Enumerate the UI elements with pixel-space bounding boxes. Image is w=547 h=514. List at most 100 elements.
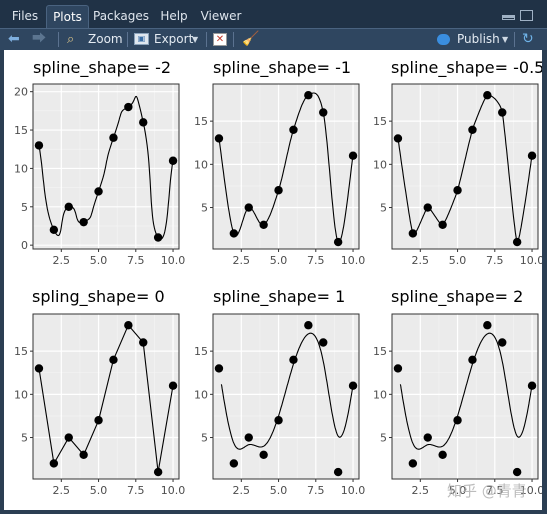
data-point [34,141,44,150]
facet-title: spling_shape= 0 [32,287,165,307]
toolbar-separator [58,32,59,47]
y-tick-label: 15 [14,124,28,137]
facet-panel-6: 2.5 5.0 7.5 10.0 5 10 15 spline_shape= 2 [373,287,544,497]
data-point [109,133,118,142]
data-point [453,186,462,195]
spline-line [218,92,354,244]
data-point [498,338,507,347]
x-tick-label: 7.5 [486,254,504,267]
x-tick-label: 5.0 [270,254,288,267]
data-point [289,355,298,364]
data-point [512,237,522,247]
dropdown-arrow-icon: ▼ [502,35,509,44]
data-point [319,338,328,347]
minimize-icon[interactable] [502,15,515,20]
panel-border [212,313,360,480]
back-arrow-icon[interactable]: ⬅ [8,31,20,47]
data-point [512,467,522,477]
y-tick-label: 5 [21,432,28,445]
panel-border [391,83,539,250]
spline-line [399,332,533,450]
facet-panel-4: 2.5 5.0 7.5 10.0 5 10 15 spling_shape= 0 [14,287,185,497]
y-tick-label: 10 [194,388,208,401]
tab-plots[interactable]: Plots [46,5,89,29]
x-tick-label: 7.5 [127,484,145,497]
toolbar-separator [127,32,128,47]
x-tick-label: 2.5 [233,484,251,497]
y-tick-label: 15 [373,345,387,358]
data-point [438,220,447,230]
panel-background [391,83,539,250]
tab-files[interactable]: Files [11,9,39,23]
plots-toolbar: ⬅ ⮕ ⌕ Zoom ▣ Export ▼ ✕ 🧹 Publish ▼ ↻ [0,28,547,50]
export-icon: ▣ [134,33,149,45]
x-tick-label: 5.0 [449,254,467,267]
spline-line [38,95,174,240]
x-tick-label: 5.0 [90,484,108,497]
data-point [453,416,462,425]
x-tick-label: 10.0 [341,484,366,497]
toolbar-separator [514,32,515,47]
data-point [393,364,403,373]
data-point [49,459,59,468]
y-tick-label: 0 [21,239,28,252]
data-point [274,186,283,195]
y-tick-label: 5 [380,202,387,215]
data-point [393,134,403,143]
data-point [244,433,253,442]
y-tick-label: 10 [373,388,387,401]
y-tick-label: 5 [201,202,208,215]
data-point [94,187,103,196]
y-tick-label: 5 [21,201,28,214]
remove-plot-icon[interactable]: ✕ [213,33,227,46]
data-point [49,225,59,235]
tab-viewer[interactable]: Viewer [200,9,242,23]
data-point [527,381,537,390]
publish-icon [437,34,450,45]
data-point [438,450,447,460]
data-point [333,237,343,247]
toolbar-separator [206,32,207,47]
data-point [259,450,268,460]
panel-background [212,313,360,480]
pane-tab-bar: Files Plots Packages Help Viewer [0,0,547,29]
x-tick-label: 7.5 [307,484,325,497]
facet-title: spline_shape= -0.5 [391,58,542,78]
forward-arrow-icon[interactable]: ⮕ [32,31,46,47]
data-point [139,338,148,347]
facet-title: spline_shape= 1 [213,287,345,307]
spline-line [397,94,533,243]
data-point [348,381,358,390]
refresh-icon[interactable]: ↻ [522,31,534,47]
data-point [64,433,73,442]
x-tick-label: 7.5 [307,254,325,267]
data-point [408,229,418,238]
data-point [229,459,239,468]
data-point [348,151,358,160]
data-point [153,467,163,477]
tab-packages[interactable]: Packages [93,9,149,23]
maximize-icon[interactable] [520,10,533,21]
data-point [483,321,492,330]
facet-panel-5: 2.5 5.0 7.5 10.0 5 10 15 spline_shape= 1 [194,287,365,497]
x-tick-label: 10.0 [520,254,542,267]
data-point [139,118,148,127]
broom-icon[interactable]: 🧹 [242,31,260,47]
x-tick-label: 5.0 [270,484,288,497]
data-point [304,91,313,100]
y-tick-label: 5 [201,432,208,445]
data-point [109,355,118,364]
data-point [423,433,432,442]
publish-label: Publish [457,32,500,46]
data-point [229,229,239,238]
y-tick-label: 15 [373,115,387,128]
data-point [498,108,507,117]
x-tick-label: 7.5 [486,484,504,497]
facet-panel-1: 2.5 5.0 7.5 10.0 0 5 10 15 20 spline_shape= -2 [14,58,185,267]
data-point [244,203,253,212]
x-tick-label: 2.5 [233,254,251,267]
tab-help[interactable]: Help [160,9,188,23]
facet-title: spline_shape= -2 [33,58,171,78]
zoom-label: Zoom [88,32,123,46]
data-point [304,321,313,330]
